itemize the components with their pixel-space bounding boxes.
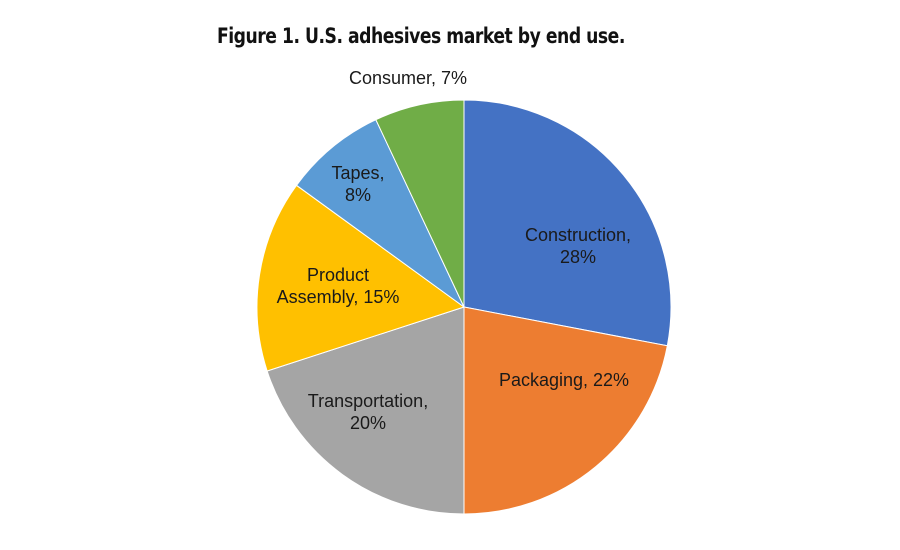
slice-label-line: Packaging, 22% — [499, 370, 629, 390]
pie-labels: Construction, 28% Packaging, 22% Transporta… — [277, 68, 631, 433]
slice-label-construction: Construction, 28% — [525, 225, 631, 267]
pie-slices — [256, 99, 672, 515]
slice-label-consumer: Consumer, 7% — [349, 68, 467, 88]
slice-label-line: 20% — [350, 413, 386, 433]
slice-label-line: Tapes, — [331, 163, 384, 183]
pie-slice-packaging — [463, 306, 668, 515]
slice-label-line: Construction, — [525, 225, 631, 245]
chart-title: Figure 1. U.S. adhesives market by end u… — [217, 24, 625, 48]
slice-label-line: Assembly, 15% — [277, 287, 400, 307]
slice-label-line: Product — [307, 265, 369, 285]
pie-slice-transportation — [266, 306, 465, 515]
slice-label-line: 8% — [345, 185, 371, 205]
slice-label-line: Transportation, — [308, 391, 428, 411]
slice-label-packaging: Packaging, 22% — [499, 370, 629, 390]
slice-label-line: Consumer, 7% — [349, 68, 467, 88]
pie-slice-consumer — [375, 99, 465, 308]
slice-label-line: 28% — [560, 247, 596, 267]
pie-slice-construction — [463, 99, 672, 347]
pie-slice-product-assembly — [256, 184, 466, 372]
pie-slice-tapes — [295, 119, 465, 308]
slice-label-product-assembly: Product Assembly, 15% — [277, 265, 400, 307]
slice-label-transportation: Transportation, 20% — [308, 391, 428, 433]
slice-label-tapes: Tapes, 8% — [331, 163, 384, 205]
